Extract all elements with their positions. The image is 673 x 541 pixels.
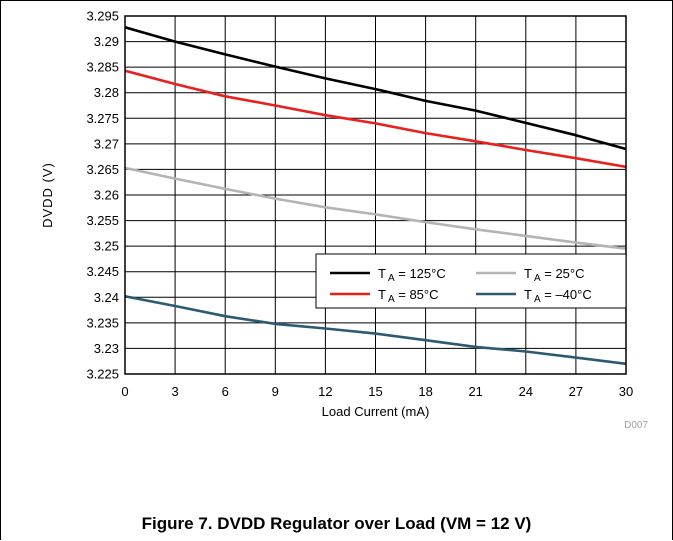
dvdd-load-chart: 3.225 3.23 3.235 3.24 3.245 3.25 3.255 3.26 3.26… [40, 9, 648, 432]
x-tick-label: 12 [318, 384, 332, 399]
x-tick-labels: 0 3 6 9 12 15 18 21 24 27 30 [121, 384, 633, 399]
y-tick-label: 3.255 [86, 213, 119, 228]
y-tick-label: 3.28 [94, 85, 119, 100]
y-tick-label: 3.295 [86, 9, 119, 24]
x-tick-label: 3 [171, 384, 178, 399]
x-tick-label: 6 [222, 384, 229, 399]
y-tick-label: 3.235 [86, 315, 119, 330]
figure-id-note: D007 [624, 420, 648, 431]
x-axis-title: Load Current (mA) [322, 404, 430, 419]
x-tick-label: 27 [569, 384, 583, 399]
y-tick-label: 3.27 [94, 136, 119, 151]
y-tick-label: 3.225 [86, 367, 119, 382]
grid [124, 15, 627, 375]
x-tick-label: 9 [272, 384, 279, 399]
y-tick-label: 3.24 [94, 290, 119, 305]
y-tick-label: 3.265 [86, 162, 119, 177]
x-tick-label: 24 [519, 384, 533, 399]
x-tick-label: 30 [619, 384, 633, 399]
series-line [124, 295, 627, 366]
legend-box [315, 253, 627, 309]
y-tick-label: 3.29 [94, 34, 119, 49]
series-line [124, 26, 627, 151]
x-tick-label: 18 [418, 384, 432, 399]
y-tick-label: 3.26 [94, 188, 119, 203]
y-tick-label: 3.23 [94, 341, 119, 356]
plot-border [124, 15, 627, 375]
series-lines [124, 26, 627, 366]
x-tick-label: 0 [121, 384, 128, 399]
series-line [124, 166, 627, 250]
figure-caption: Figure 7. DVDD Regulator over Load (VM =… [141, 514, 532, 533]
y-tick-label: 3.285 [86, 60, 119, 75]
y-tick-label: 3.275 [86, 111, 119, 126]
y-axis-title: DVDD (V) [40, 162, 55, 228]
x-tick-label: 21 [468, 384, 482, 399]
y-tick-labels: 3.225 3.23 3.235 3.24 3.245 3.25 3.255 3.26 3.26… [86, 9, 119, 382]
series-line [124, 69, 627, 169]
y-tick-label: 3.245 [86, 264, 119, 279]
x-tick-label: 15 [368, 384, 382, 399]
y-tick-label: 3.25 [94, 239, 119, 254]
